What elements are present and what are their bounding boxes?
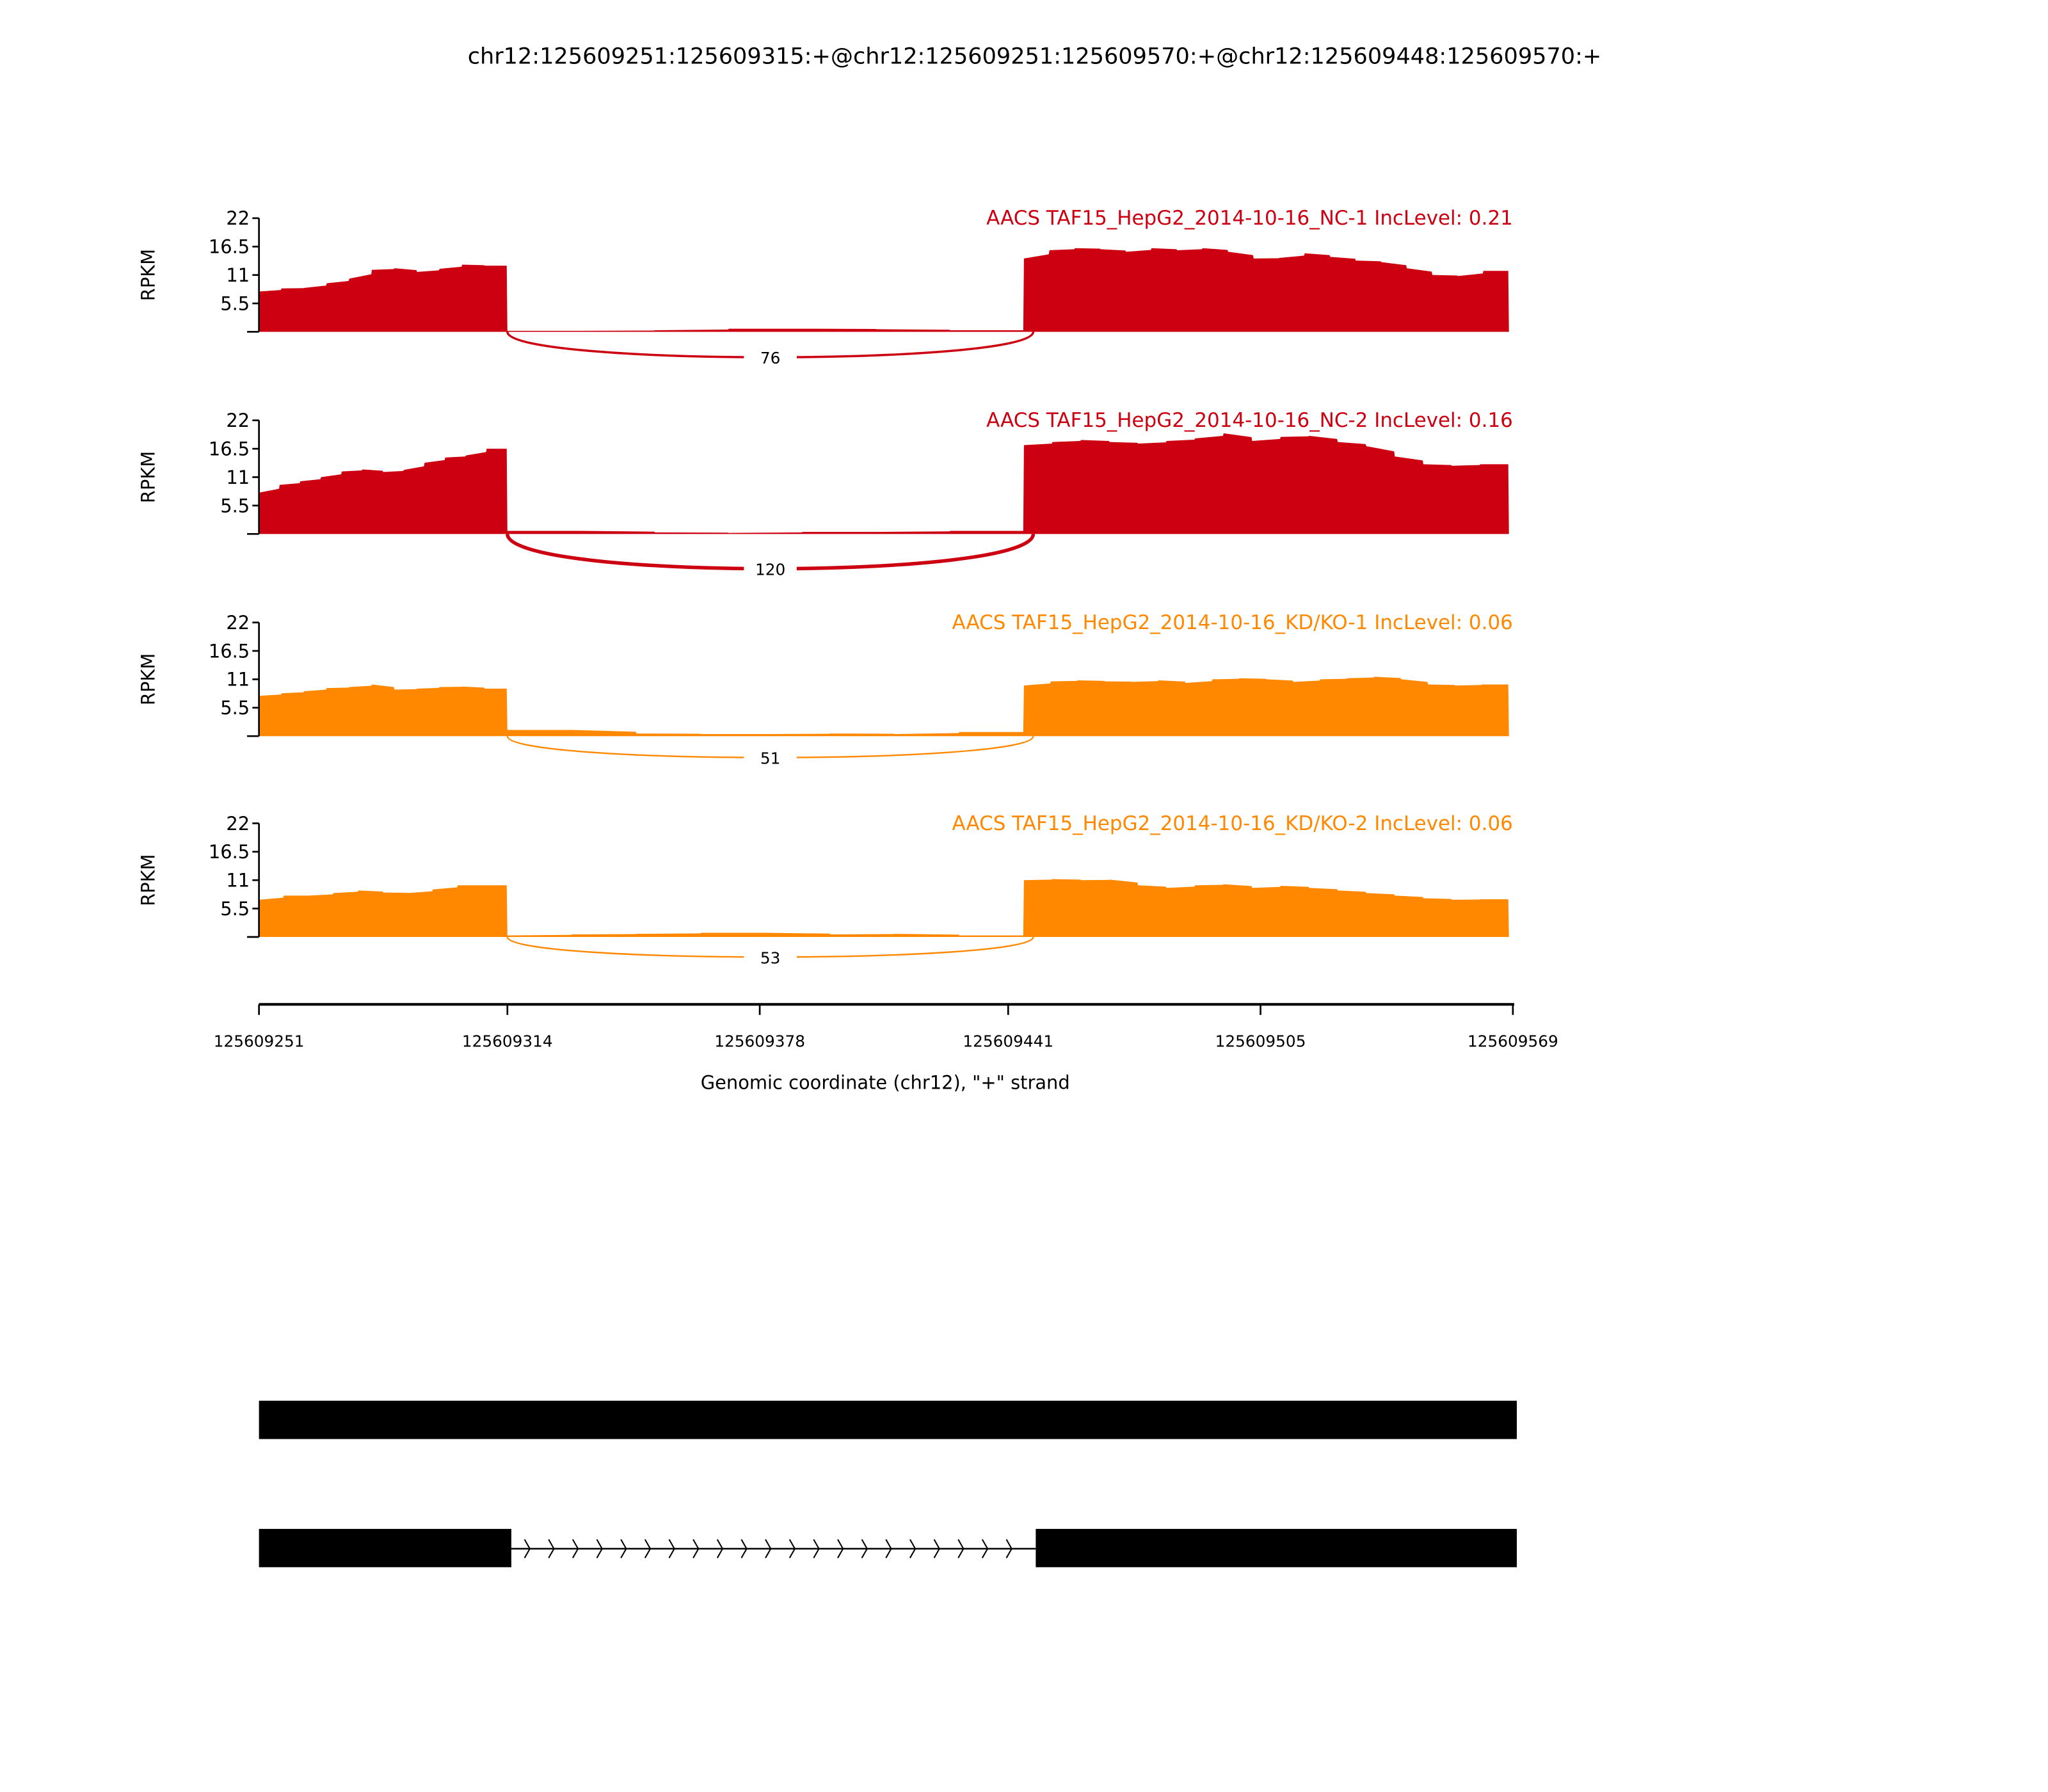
- y-tick-label: 22: [226, 612, 250, 634]
- strand-arrow-icon: [765, 1539, 772, 1558]
- strand-arrow-icon: [813, 1539, 820, 1558]
- y-tick-label: 5.5: [220, 898, 250, 920]
- strand-arrow-icon: [837, 1539, 844, 1558]
- strand-arrow-icon: [933, 1539, 940, 1558]
- strand-arrow-icon: [524, 1539, 531, 1558]
- chart-title: chr12:125609251:125609315:+@chr12:125609…: [468, 43, 1602, 69]
- y-tick-label: 5.5: [220, 697, 250, 719]
- y-tick-label: 5.5: [220, 292, 250, 314]
- coverage-area: [259, 879, 1509, 937]
- y-tick-label: 22: [226, 410, 250, 431]
- x-tick-label: 125609569: [1468, 1032, 1558, 1050]
- sample-label: AACS TAF15_HepG2_2014-10-16_KD/KO-1 IncL…: [952, 611, 1513, 634]
- sample-label: AACS TAF15_HepG2_2014-10-16_NC-2 IncLeve…: [986, 409, 1513, 432]
- gene-model-2: [259, 1528, 1517, 1567]
- junction-count-label: 53: [760, 948, 781, 967]
- y-axis-label: RPKM: [138, 249, 159, 301]
- strand-arrow-icon: [620, 1539, 627, 1558]
- x-tick-label: 125609314: [462, 1032, 553, 1050]
- strand-arrow-icon: [861, 1539, 868, 1558]
- x-tick-label: 125609505: [1215, 1032, 1306, 1050]
- strand-arrow-icon: [644, 1539, 652, 1558]
- y-tick-label: 5.5: [220, 495, 250, 516]
- y-tick-label: 11: [226, 467, 250, 488]
- x-axis-label: Genomic coordinate (chr12), "+" strand: [701, 1071, 1070, 1093]
- strand-arrow-icon: [668, 1539, 675, 1558]
- x-tick-label: 125609378: [714, 1032, 805, 1050]
- exon-block: [259, 1400, 1517, 1439]
- strand-arrow-icon: [740, 1539, 748, 1558]
- strand-arrow-icon: [692, 1539, 700, 1558]
- strand-arrow-icon: [788, 1539, 796, 1558]
- track-1: 22 16.5 11 5.5 RPKM AACS TAF15_HepG2_2014-10-…: [138, 207, 1513, 368]
- y-axis-label: RPKM: [138, 451, 159, 503]
- y-axis-label: RPKM: [138, 854, 159, 906]
- strand-arrow-icon: [1005, 1539, 1012, 1558]
- y-tick-label: 11: [226, 264, 250, 286]
- y-tick-label: 16.5: [209, 236, 250, 258]
- coverage-area: [259, 248, 1509, 332]
- x-tick-label: 125609251: [214, 1032, 305, 1050]
- strand-arrow-icon: [596, 1539, 603, 1558]
- coverage-area: [259, 433, 1509, 534]
- junction-label-bg: [744, 746, 797, 768]
- strand-arrow-icon: [957, 1539, 964, 1558]
- junction-count-label: 76: [760, 349, 781, 367]
- gene-models: [259, 1400, 1517, 1567]
- y-tick-label: 11: [226, 870, 250, 892]
- y-tick-label: 16.5: [209, 841, 250, 863]
- strand-arrow-icon: [548, 1539, 555, 1558]
- strand-arrow-icon: [909, 1539, 916, 1558]
- junction-label-bg: [744, 557, 797, 579]
- exon-block: [259, 1528, 511, 1567]
- track-2: 22 16.5 11 5.5 RPKM AACS TAF15_HepG2_2014-10-…: [138, 409, 1513, 579]
- x-tick-label: 125609441: [963, 1032, 1053, 1050]
- y-axis-label: RPKM: [138, 653, 159, 705]
- junction-count-label: 120: [755, 560, 785, 579]
- y-tick-label: 16.5: [209, 640, 250, 662]
- sample-label: AACS TAF15_HepG2_2014-10-16_NC-1 IncLeve…: [986, 207, 1513, 230]
- coverage-tracks: 22 16.5 11 5.5 RPKM AACS TAF15_HepG2_2014-10-…: [138, 207, 1513, 968]
- strand-arrow-icon: [716, 1539, 724, 1558]
- strand-arrow-icon: [981, 1539, 989, 1558]
- x-axis: Genomic coordinate (chr12), "+" strand 1…: [214, 1003, 1558, 1093]
- junction-count-label: 51: [760, 749, 781, 768]
- sample-label: AACS TAF15_HepG2_2014-10-16_KD/KO-2 IncL…: [952, 812, 1513, 835]
- y-tick-label: 22: [226, 207, 250, 229]
- y-tick-label: 22: [226, 813, 250, 835]
- gene-model-1: [259, 1400, 1517, 1439]
- strand-arrow-icon: [572, 1539, 579, 1558]
- y-tick-label: 11: [226, 669, 250, 691]
- exon-block: [1036, 1528, 1517, 1567]
- y-tick-label: 16.5: [209, 438, 250, 460]
- coverage-area: [259, 676, 1509, 737]
- strand-arrow-icon: [885, 1539, 892, 1558]
- track-4: 22 16.5 11 5.5 RPKM AACS TAF15_HepG2_2014-10-…: [138, 812, 1513, 968]
- junction-label-bg: [744, 946, 797, 968]
- track-3: 22 16.5 11 5.5 RPKM AACS TAF15_HepG2_2014-10-…: [138, 611, 1513, 768]
- junction-label-bg: [744, 346, 797, 368]
